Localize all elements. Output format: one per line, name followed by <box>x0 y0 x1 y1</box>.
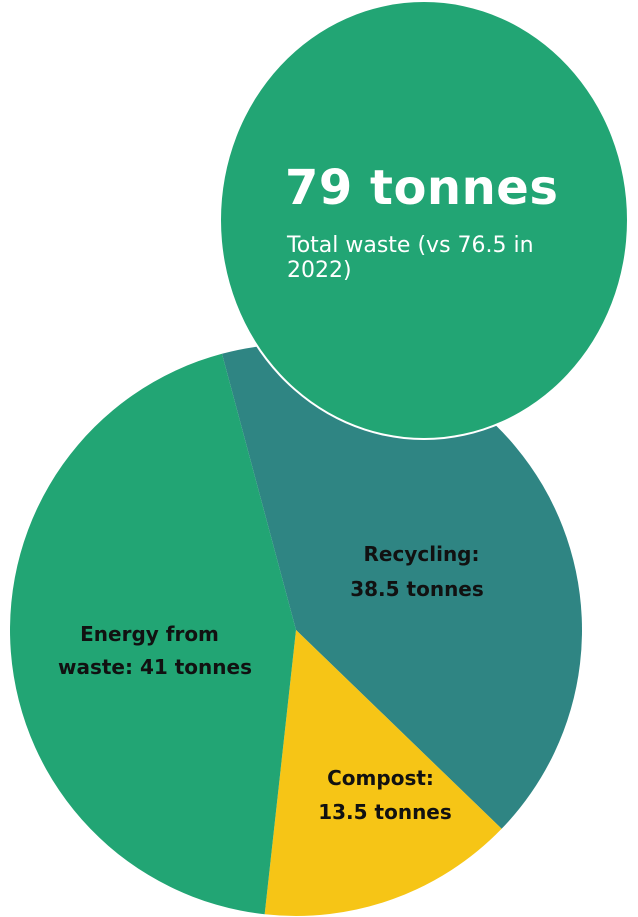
recycling-label-line1: Recycling: <box>364 542 480 566</box>
pie-slice-energy-from-waste <box>10 353 296 915</box>
pie-slice-compost <box>264 630 502 917</box>
compost-label-line1: Compost: <box>327 766 434 790</box>
compost-label-line2: 13.5 tonnes <box>318 800 452 824</box>
energy-label: Energy from waste: 41 tonnes <box>58 622 252 679</box>
pie-slices <box>10 344 582 917</box>
compost-label: Compost: 13.5 tonnes <box>318 766 452 824</box>
energy-label-line1: Energy from <box>80 622 219 646</box>
total-waste-value: 79 tonnes <box>285 160 559 216</box>
total-waste-bubble <box>219 0 629 440</box>
pie-slice-recycling <box>221 344 582 829</box>
recycling-label-line2: 38.5 tonnes <box>350 577 484 601</box>
recycling-label: Recycling: 38.5 tonnes <box>350 542 486 601</box>
total-waste-caption: Total waste (vs 76.5 in 2022) <box>287 233 534 283</box>
energy-label-line2: waste: 41 tonnes <box>58 655 252 679</box>
